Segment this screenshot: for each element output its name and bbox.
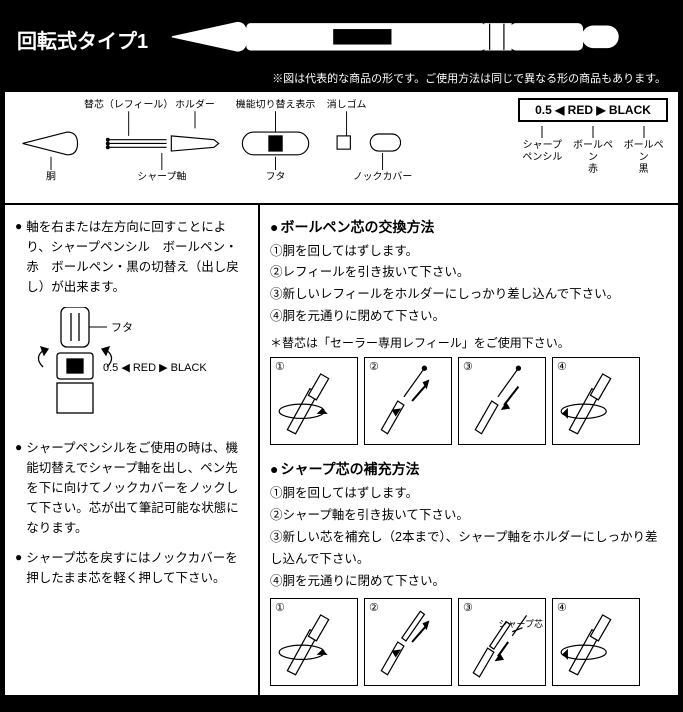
label-sharp: シャープ軸 [137, 169, 186, 182]
label-knock: ノックカバー [353, 170, 412, 182]
right-column: ボールペン芯の交換方法 ①胴を回してはずします。 ②レフィールを引き抜いて下さい… [260, 205, 678, 712]
svg-text:0.5 ◀ RED ▶ BLACK: 0.5 ◀ RED ▶ BLACK [103, 362, 207, 374]
label-body: 胴 [46, 170, 56, 182]
rotation-figure-icon: フタ 0.5 ◀ RED ▶ BLACK [37, 307, 248, 420]
left-text-2: シャープペンシルをご使用の時は、機能切替えでシャープ軸を出し、ペン先を下に向けて… [26, 438, 248, 538]
step-b1: ①胴を回してはずします。 [270, 483, 668, 505]
label-holder: ホルダー [175, 98, 215, 110]
label-func: 機能切り替え表示 [236, 98, 316, 110]
left-column: ●軸を右または左方向に回すことにより、シャープペンシル ボールペン・赤 ボールペ… [5, 205, 260, 712]
figures-a: ① ② ③ ④ [270, 357, 668, 445]
label-cap: フタ [266, 170, 286, 182]
indicator-labels: シャープ ペンシル ボールペン 赤 ボールペン 黒 [518, 140, 668, 176]
step-b2: ②シャープ軸を引き抜いて下さい。 [270, 505, 668, 527]
label-eraser: 消しゴム [327, 98, 367, 110]
svg-text:フタ: フタ [111, 321, 133, 334]
step-a4: ④胴を元通りに閉めて下さい。 [270, 306, 668, 328]
figures-b: ① ② ③シャープ芯 ④ [270, 598, 668, 686]
step-a1: ①胴を回してはずします。 [270, 241, 668, 263]
note-a: ＊替芯は「セーラー専用レフィール」をご使用下さい。 [270, 334, 668, 351]
section-b-title: シャープ芯の補充方法 [270, 459, 668, 479]
step-b4: ④胴を元通りに閉めて下さい。 [270, 571, 668, 593]
hero-pen-icon [166, 13, 666, 66]
parts-diagram-section: 替芯（レフィール） ホルダー 機能切り替え表示 消しゴム 胴 [5, 92, 678, 205]
parts-diagram-icon: 替芯（レフィール） ホルダー 機能切り替え表示 消しゴム 胴 [15, 98, 422, 193]
step-a3: ③新しいレフィールをホルダーにしっかり差し込んで下さい。 [270, 284, 668, 306]
step-b3: ③新しい芯を補充し（2本まで）、シャープ軸をホルダーにしっかり差し込んで下さい。 [270, 527, 668, 571]
left-text-1: 軸を右または左方向に回すことにより、シャープペンシル ボールペン・赤 ボールペン… [26, 217, 248, 297]
label-refill: 替芯（レフィール） [84, 98, 173, 110]
section-a-title: ボールペン芯の交換方法 [270, 217, 668, 237]
indicator-lines [428, 126, 668, 140]
step-a2: ②レフィールを引き抜いて下さい。 [270, 262, 668, 284]
indicator-box: 0.5 ◀ RED ▶ BLACK [518, 98, 668, 122]
title: 回転式タイプ1 [17, 25, 148, 54]
header: 回転式タイプ1 [5, 5, 678, 70]
left-text-3: シャープ芯を戻すにはノックカバーを押したまま芯を軽く押して下さい。 [26, 548, 248, 588]
header-note: ※図は代表的な商品の形です。ご使用方法は同じで異なる形の商品もあります。 [5, 70, 678, 92]
